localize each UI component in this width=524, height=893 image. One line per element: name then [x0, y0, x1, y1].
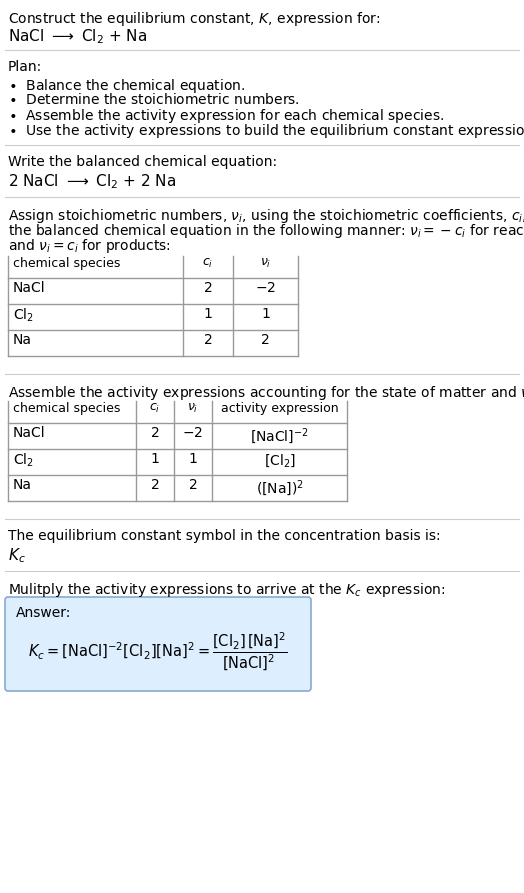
Text: chemical species: chemical species — [13, 402, 121, 415]
Text: $\bullet$  Assemble the activity expression for each chemical species.: $\bullet$ Assemble the activity expressi… — [8, 107, 444, 125]
Text: Construct the equilibrium constant, $K$, expression for:: Construct the equilibrium constant, $K$,… — [8, 10, 380, 28]
Text: $c_i$: $c_i$ — [149, 402, 161, 415]
Text: 2: 2 — [204, 281, 212, 295]
Text: $\nu_i$: $\nu_i$ — [260, 257, 271, 270]
Text: $\nu_i$: $\nu_i$ — [187, 402, 199, 415]
Text: Plan:: Plan: — [8, 60, 42, 74]
Text: and $\nu_i = c_i$ for products:: and $\nu_i = c_i$ for products: — [8, 237, 171, 255]
Text: Cl$_2$: Cl$_2$ — [13, 307, 34, 324]
Text: $-2$: $-2$ — [255, 281, 276, 295]
Text: 1: 1 — [261, 307, 270, 321]
Text: Na: Na — [13, 333, 32, 347]
Text: the balanced chemical equation in the following manner: $\nu_i = -c_i$ for react: the balanced chemical equation in the fo… — [8, 222, 524, 240]
Text: NaCl: NaCl — [13, 426, 46, 440]
FancyBboxPatch shape — [5, 597, 311, 691]
Text: NaCl $\longrightarrow$ Cl$_2$ + Na: NaCl $\longrightarrow$ Cl$_2$ + Na — [8, 27, 147, 46]
Text: $\bullet$  Determine the stoichiometric numbers.: $\bullet$ Determine the stoichiometric n… — [8, 92, 300, 107]
Text: $K_c$: $K_c$ — [8, 546, 26, 564]
Text: chemical species: chemical species — [13, 257, 121, 270]
Text: 2: 2 — [189, 478, 198, 492]
Text: 1: 1 — [150, 452, 159, 466]
Text: Mulitply the activity expressions to arrive at the $K_c$ expression:: Mulitply the activity expressions to arr… — [8, 581, 445, 599]
Text: $\bullet$  Use the activity expressions to build the equilibrium constant expres: $\bullet$ Use the activity expressions t… — [8, 122, 524, 140]
Text: Assemble the activity expressions accounting for the state of matter and $\nu_i$: Assemble the activity expressions accoun… — [8, 384, 524, 402]
Text: 2: 2 — [150, 478, 159, 492]
Text: 2: 2 — [150, 426, 159, 440]
Text: Cl$_2$: Cl$_2$ — [13, 452, 34, 470]
Text: The equilibrium constant symbol in the concentration basis is:: The equilibrium constant symbol in the c… — [8, 529, 441, 543]
Text: 1: 1 — [203, 307, 212, 321]
Text: 2 NaCl $\longrightarrow$ Cl$_2$ + 2 Na: 2 NaCl $\longrightarrow$ Cl$_2$ + 2 Na — [8, 172, 177, 191]
Text: $-2$: $-2$ — [182, 426, 203, 440]
Text: Answer:: Answer: — [16, 606, 71, 620]
Text: [Cl$_2$]: [Cl$_2$] — [264, 452, 296, 469]
Text: $K_c = \mathregular{[NaCl]}^{-2} \mathregular{[Cl_2]} \mathregular{[Na]}^2 = \df: $K_c = \mathregular{[NaCl]}^{-2} \mathre… — [28, 630, 288, 673]
Text: ([Na])$^2$: ([Na])$^2$ — [256, 478, 303, 498]
Text: $\bullet$  Balance the chemical equation.: $\bullet$ Balance the chemical equation. — [8, 77, 245, 95]
Text: activity expression: activity expression — [221, 402, 339, 415]
Text: Assign stoichiometric numbers, $\nu_i$, using the stoichiometric coefficients, $: Assign stoichiometric numbers, $\nu_i$, … — [8, 207, 524, 225]
Text: 1: 1 — [189, 452, 198, 466]
Text: $c_i$: $c_i$ — [202, 257, 214, 270]
Text: 2: 2 — [261, 333, 270, 347]
Text: NaCl: NaCl — [13, 281, 46, 295]
Text: Write the balanced chemical equation:: Write the balanced chemical equation: — [8, 155, 277, 169]
Text: [NaCl]$^{-2}$: [NaCl]$^{-2}$ — [250, 426, 309, 446]
Text: 2: 2 — [204, 333, 212, 347]
Text: Na: Na — [13, 478, 32, 492]
